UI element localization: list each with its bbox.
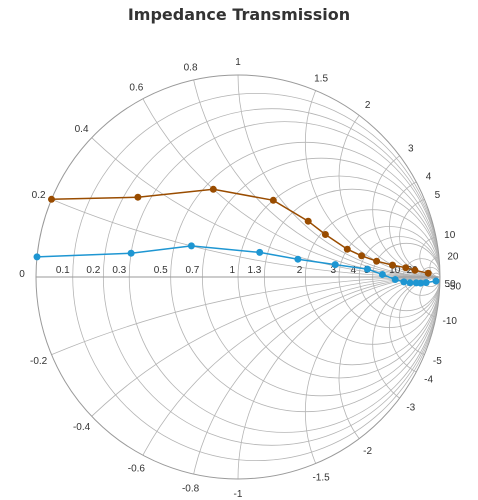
reactance-arc: [0, 0, 478, 277]
resistance-label: 0.5: [154, 265, 168, 276]
series-2-point[interactable]: [256, 249, 263, 256]
reactance-label: 3: [408, 143, 414, 154]
series-2-point[interactable]: [188, 242, 195, 249]
reactance-label: -0.8: [182, 484, 200, 495]
reactance-label: -4: [424, 375, 433, 386]
series-2-point[interactable]: [128, 250, 135, 257]
reactance-label: -5: [433, 356, 442, 367]
reactance-label: -50: [447, 282, 462, 293]
reactance-label: -0.4: [73, 422, 91, 433]
reactance-label: 2: [365, 100, 371, 111]
series-1-point[interactable]: [425, 270, 432, 277]
reactance-label: 0.4: [75, 124, 89, 135]
reactance-label: -1.5: [312, 472, 330, 483]
series-2-point[interactable]: [332, 261, 339, 268]
reactance-label: -1: [234, 489, 243, 500]
series-1-point[interactable]: [270, 197, 277, 204]
reactance-arc: [373, 277, 478, 412]
series-2-point[interactable]: [392, 276, 399, 283]
reactance-label: -0.6: [128, 464, 146, 475]
reactance-label: 20: [447, 251, 459, 262]
reactance-arc: [339, 277, 478, 479]
resistance-label: 0.7: [185, 265, 199, 276]
series-2-point[interactable]: [379, 271, 386, 278]
series-1-point[interactable]: [373, 258, 380, 265]
reactance-label: -0.2: [30, 356, 48, 367]
series-2-point[interactable]: [294, 256, 301, 263]
reactance-label: -2: [363, 446, 372, 457]
reactance-arc: [103, 0, 478, 277]
reactance-arc: [373, 142, 478, 277]
series-1-point[interactable]: [134, 194, 141, 201]
reactance-label: -3: [406, 403, 415, 414]
series-2-point[interactable]: [407, 279, 414, 286]
series-1-line: [52, 189, 429, 273]
resistance-label: 2: [297, 265, 303, 276]
series-2-point[interactable]: [423, 279, 430, 286]
series-2-point[interactable]: [34, 253, 41, 260]
series-1-point[interactable]: [48, 196, 55, 203]
series-1-point[interactable]: [389, 262, 396, 269]
reactance-label: 0.8: [184, 62, 198, 73]
resistance-label: 0.1: [56, 265, 70, 276]
reactance-label: 1: [235, 57, 241, 68]
series-1-point[interactable]: [210, 186, 217, 193]
series-2-point[interactable]: [400, 278, 407, 285]
reactance-label: 4: [426, 171, 432, 182]
reactance-label: 5: [435, 190, 441, 201]
resistance-label: 1: [229, 265, 235, 276]
series-1-point[interactable]: [411, 267, 418, 274]
series-2-point[interactable]: [433, 278, 440, 285]
reactance-label: 1.5: [314, 74, 328, 85]
reactance-label: -10: [442, 316, 457, 327]
series-1-point[interactable]: [305, 218, 312, 225]
resistance-label: 0.2: [86, 265, 100, 276]
resistance-label: 0.3: [112, 265, 126, 276]
reactance-arc: [305, 277, 478, 500]
series-2-point[interactable]: [364, 266, 371, 273]
reactance-arc: [339, 75, 478, 277]
reactance-label: 10: [444, 230, 456, 241]
reactance-label: 0.6: [129, 82, 143, 93]
resistance-label: 0: [19, 269, 25, 280]
resistance-label: 1.3: [247, 265, 261, 276]
series-1-point[interactable]: [322, 231, 329, 238]
reactance-label: 0.2: [32, 190, 46, 201]
series-1-point[interactable]: [402, 264, 409, 271]
reactance-arc: [238, 277, 478, 500]
series-1-point[interactable]: [344, 246, 351, 253]
series-1-point[interactable]: [358, 252, 365, 259]
